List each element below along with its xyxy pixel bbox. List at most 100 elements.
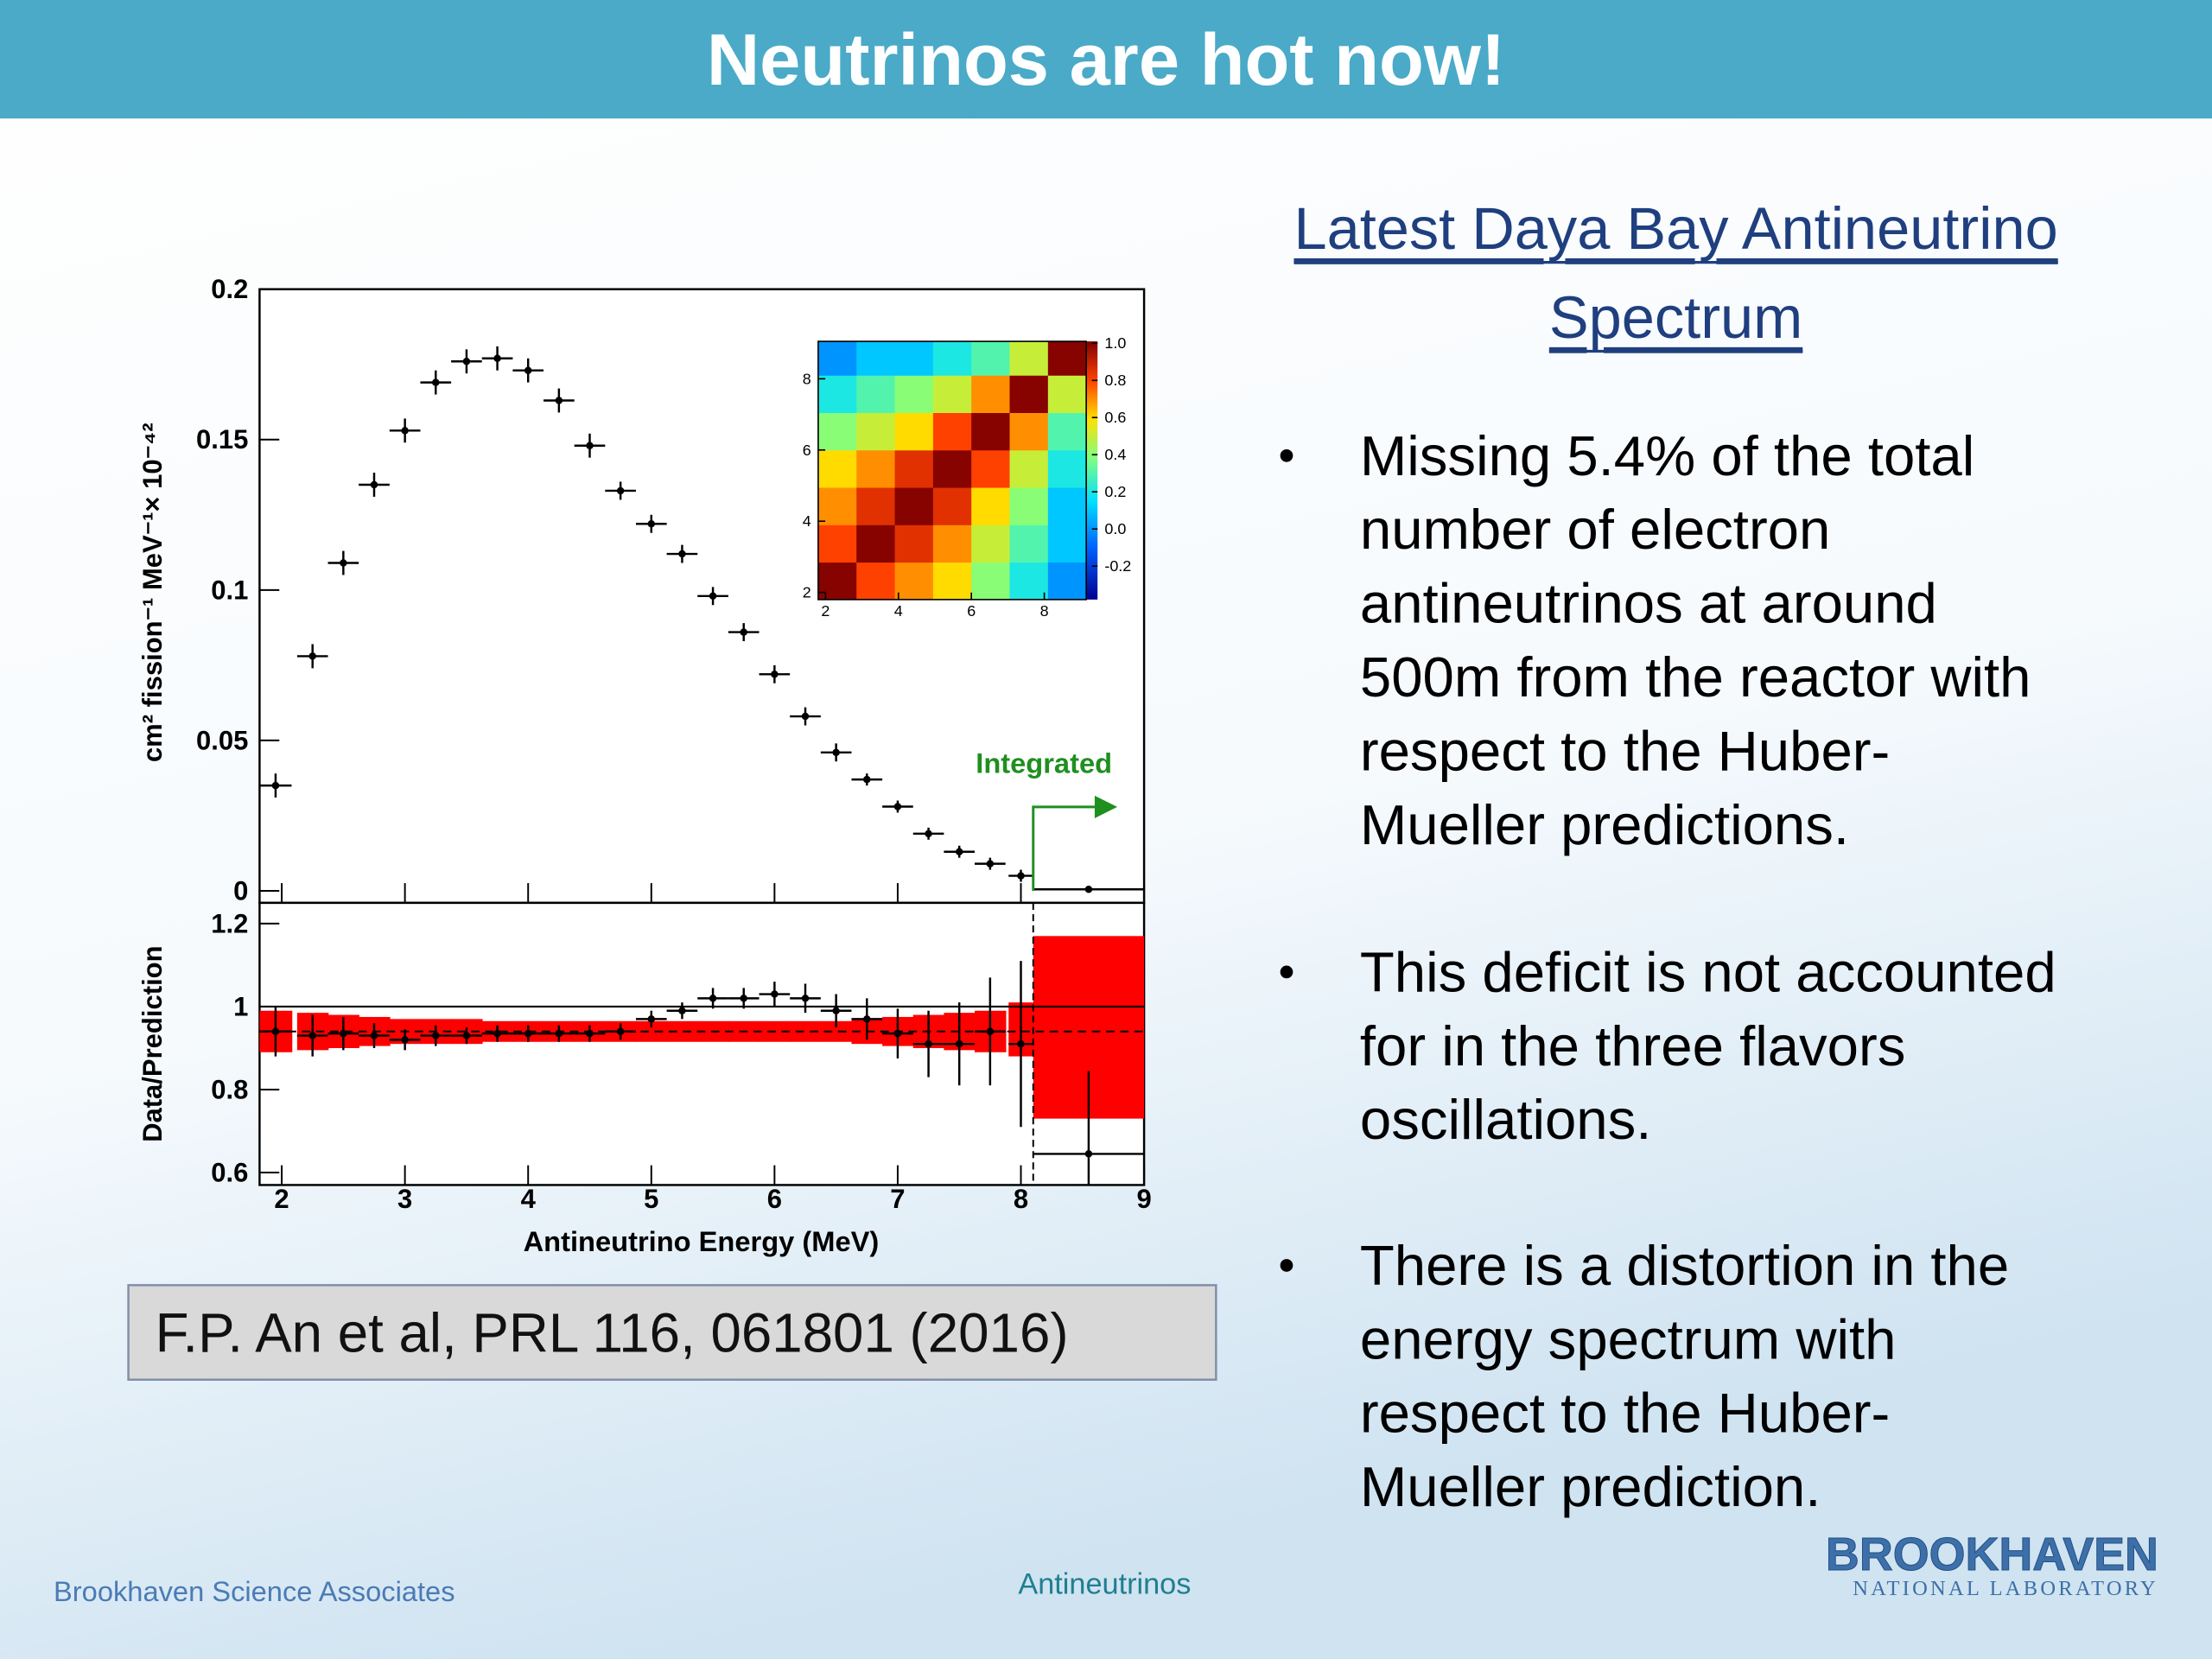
data-point <box>370 480 378 489</box>
ratio-point <box>555 1029 563 1038</box>
heatmap-cell <box>971 412 1011 451</box>
data-point <box>493 354 501 363</box>
inset-y-tick-label: 4 <box>803 512 811 530</box>
heatmap-cell <box>932 375 972 414</box>
ratio-point <box>863 1015 871 1023</box>
bullet-line: Mueller predictions. <box>1360 793 1849 856</box>
bullet-line: for in the three flavors <box>1360 1014 1906 1077</box>
heatmap-cell <box>894 562 934 601</box>
heatmap-cell <box>856 449 896 488</box>
slide-title: Neutrinos are hot now! <box>707 18 1505 100</box>
data-point <box>986 860 995 868</box>
annotation: Integrated <box>976 747 1112 779</box>
ratio-point <box>709 995 717 1002</box>
ratio-point <box>893 1029 902 1038</box>
heatmap-cell <box>932 341 972 376</box>
ratio-point <box>462 1032 471 1039</box>
heatmap-cell <box>1009 412 1049 451</box>
chart-area: 0 0.05 0.1 0.15 0.2 Integrated 0.6 0.8 1 1.2 2 3 4 5 6… <box>137 274 1152 1257</box>
x-tick-label: 4 <box>521 1184 537 1214</box>
heatmap-cell <box>1009 487 1049 525</box>
y-axis-label: cm² fission⁻¹ MeV⁻¹× 10⁻⁴² <box>137 423 168 762</box>
data-point <box>1084 885 1093 893</box>
data-point <box>740 628 747 636</box>
ratio-point <box>340 1029 347 1038</box>
data-point <box>340 559 347 567</box>
bullet-line: respect to the Huber- <box>1360 719 1890 782</box>
x-tick-label: 8 <box>1014 1184 1028 1214</box>
bullet-line: energy spectrum with <box>1360 1307 1897 1370</box>
bullet-dot <box>1280 1259 1294 1272</box>
text-block: Latest Daya Bay Antineutrino Spectrum Miss… <box>1280 195 2058 1518</box>
ratio-point <box>616 1027 625 1036</box>
heatmap-cell <box>932 412 972 451</box>
heatmap-cell <box>817 524 857 563</box>
heatmap-cell <box>1047 487 1087 525</box>
ratio-point <box>740 995 747 1002</box>
bullet-line: number of electron <box>1360 498 1830 561</box>
heatmap-cell <box>856 412 896 451</box>
x-tick-label: 2 <box>274 1184 289 1214</box>
heatmap-cell <box>856 562 896 601</box>
data-point <box>432 378 440 386</box>
data-point <box>771 671 779 678</box>
heatmap-cell <box>971 487 1011 525</box>
bullet-line: oscillations. <box>1360 1088 1652 1151</box>
data-point <box>709 592 717 601</box>
inset-y-tick-label: 2 <box>803 584 811 601</box>
y-tick-label: 0 <box>233 875 248 906</box>
heatmap-cell <box>894 449 934 488</box>
ratio-point <box>647 1015 656 1023</box>
heatmap-cell <box>817 375 857 414</box>
heatmap-cell <box>971 449 1011 488</box>
data-point <box>678 550 686 558</box>
bullet-line: respect to the Huber- <box>1360 1382 1890 1445</box>
x-tick-label: 5 <box>644 1184 658 1214</box>
colorbar-tick-label: 0.4 <box>1104 446 1126 463</box>
heatmap-cell <box>817 487 857 525</box>
ratio-point <box>493 1029 501 1038</box>
heatmap-cell <box>932 449 972 488</box>
ratio-point <box>524 1029 532 1038</box>
heatmap-cell <box>1009 524 1049 563</box>
colorbar-tick-label: -0.2 <box>1104 557 1131 575</box>
heatmap-cell <box>932 524 972 563</box>
data-point <box>647 519 656 528</box>
heading-line: Spectrum <box>1549 284 1802 351</box>
data-point <box>586 442 594 449</box>
bottom-plot <box>259 936 1145 1185</box>
heatmap-cell <box>894 412 934 451</box>
ratio-point <box>801 995 810 1002</box>
annotation-arrowhead <box>1094 795 1118 818</box>
top-plot <box>259 346 1145 893</box>
y-tick-label: 0.1 <box>211 575 248 605</box>
inset-x-tick-label: 4 <box>894 602 903 620</box>
heatmap-cell <box>932 562 972 601</box>
ratio-point <box>308 1032 316 1039</box>
ratio-point <box>1017 1039 1025 1048</box>
x-tick-label: 6 <box>767 1184 782 1214</box>
heatmap-cell <box>856 341 896 376</box>
heatmap-cell <box>817 412 857 451</box>
ratio-point <box>678 1007 686 1014</box>
heatmap-frame <box>817 340 1087 601</box>
data-point <box>801 712 810 721</box>
y-tick-label: 1.2 <box>211 908 248 938</box>
inset-x-tick-label: 6 <box>967 602 976 620</box>
footer-center: Antineutrinos <box>1018 1567 1191 1600</box>
heatmap-cell <box>1047 449 1087 488</box>
colorbar <box>1086 341 1098 600</box>
citation: F.P. An et al, PRL 116, 061801 (2016) <box>156 1302 1069 1363</box>
heatmap-cell <box>817 562 857 601</box>
inset-y-tick-label: 6 <box>803 442 811 459</box>
heatmap-cell <box>894 524 934 563</box>
colorbar-tick-label: 0.2 <box>1104 483 1126 500</box>
citation-box <box>127 1284 1217 1381</box>
bullet-dot <box>1280 449 1294 462</box>
axes: 0 0.05 0.1 0.15 0.2 Integrated 0.6 0.8 1 1.2 2 3 4 5 6… <box>196 274 1152 1214</box>
data-point <box>401 427 409 435</box>
heading-line: Latest Daya Bay Antineutrino <box>1294 195 2057 262</box>
heatmap-cell <box>1047 562 1087 601</box>
